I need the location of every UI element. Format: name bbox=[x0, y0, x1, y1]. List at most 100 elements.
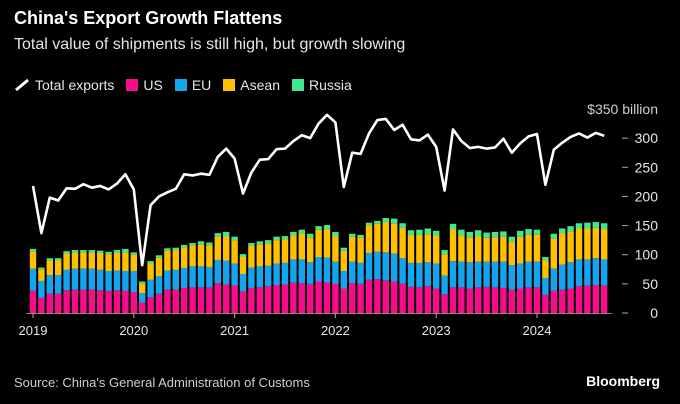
legend: Total exports US EU Asean Russia bbox=[14, 77, 352, 93]
bar-asean bbox=[214, 236, 221, 260]
bar-us bbox=[239, 291, 247, 313]
x-tick-label: 2023 bbox=[422, 323, 451, 338]
bar-asean bbox=[323, 229, 331, 258]
bar-russia bbox=[433, 230, 440, 236]
bar-asean bbox=[592, 227, 599, 259]
chart-subtitle: Total value of shipments is still high, … bbox=[14, 36, 406, 53]
bar-russia bbox=[323, 224, 331, 230]
bar-russia bbox=[357, 234, 364, 238]
bar-russia bbox=[441, 250, 448, 255]
bar-eu bbox=[550, 268, 557, 291]
bar-asean bbox=[399, 227, 406, 259]
bar-us bbox=[206, 287, 213, 313]
bar-russia bbox=[550, 233, 557, 239]
bar-asean bbox=[391, 223, 398, 254]
bar-eu bbox=[105, 271, 112, 291]
x-tick-label: 2024 bbox=[523, 323, 552, 338]
bar-asean bbox=[256, 244, 263, 267]
bar-asean bbox=[223, 236, 230, 261]
bar-us bbox=[433, 288, 440, 313]
bar-russia bbox=[567, 226, 574, 232]
bar-us bbox=[189, 287, 196, 313]
bar-eu bbox=[458, 261, 465, 288]
bar-us bbox=[517, 288, 524, 313]
bar-asean bbox=[38, 269, 45, 281]
bar-asean bbox=[273, 240, 280, 264]
bar-eu bbox=[155, 276, 163, 294]
bar-eu bbox=[332, 261, 339, 284]
bar-asean bbox=[533, 234, 541, 262]
bar-us bbox=[181, 287, 188, 313]
bar-russia bbox=[340, 247, 347, 251]
bar-russia bbox=[147, 261, 154, 264]
bar-asean bbox=[575, 228, 583, 260]
bar-asean bbox=[441, 254, 448, 276]
bar-eu bbox=[46, 275, 53, 294]
bar-eu bbox=[559, 264, 566, 290]
bar-asean bbox=[349, 236, 356, 262]
bar-eu bbox=[248, 267, 255, 288]
bar-russia bbox=[223, 231, 230, 237]
bar-asean bbox=[407, 234, 415, 263]
bar-eu bbox=[407, 262, 415, 287]
bar-eu bbox=[29, 268, 37, 291]
bar-us bbox=[500, 287, 507, 313]
bar-us bbox=[441, 294, 448, 313]
bar-russia bbox=[206, 242, 213, 246]
bar-eu bbox=[55, 275, 62, 294]
bar-asean bbox=[449, 229, 457, 262]
legend-item-russia: Russia bbox=[291, 77, 352, 93]
legend-item-total: Total exports bbox=[14, 77, 114, 93]
bar-eu bbox=[113, 270, 121, 291]
bar-us bbox=[88, 289, 95, 313]
bar-eu bbox=[290, 259, 297, 283]
bar-asean bbox=[46, 260, 53, 276]
bar-us bbox=[231, 285, 238, 313]
bar-russia bbox=[71, 250, 79, 253]
bar-us bbox=[38, 297, 45, 313]
bar-us bbox=[458, 287, 465, 313]
bar-russia bbox=[407, 230, 415, 235]
bar-eu bbox=[424, 262, 431, 287]
bar-us bbox=[46, 293, 53, 313]
legend-label: EU bbox=[191, 77, 212, 93]
bar-asean bbox=[382, 222, 389, 253]
bar-us bbox=[71, 289, 79, 313]
bar-us bbox=[567, 288, 574, 313]
x-tick-label: 2022 bbox=[321, 323, 350, 338]
bar-eu bbox=[265, 265, 272, 287]
bar-eu bbox=[130, 271, 137, 293]
bar-russia bbox=[290, 231, 297, 236]
bar-asean bbox=[248, 245, 255, 268]
unit-label: $350 billion bbox=[587, 101, 658, 117]
bar-eu bbox=[164, 270, 171, 290]
bar-russia bbox=[517, 230, 524, 237]
bar-eu bbox=[281, 262, 289, 285]
bar-asean bbox=[508, 241, 515, 266]
bar-eu bbox=[349, 261, 356, 284]
bar-russia bbox=[500, 231, 507, 237]
legend-label: Russia bbox=[308, 77, 352, 93]
bar-us bbox=[29, 290, 37, 313]
bloomberg-logo: Bloomberg bbox=[586, 373, 660, 389]
bar-eu bbox=[483, 261, 490, 287]
bar-us bbox=[256, 287, 263, 313]
bar-russia bbox=[80, 250, 87, 253]
legend-item-us: US bbox=[126, 77, 163, 93]
bar-eu bbox=[508, 265, 515, 290]
y-tick-label: 200 bbox=[635, 188, 659, 204]
bar-eu bbox=[172, 269, 179, 290]
bar-asean bbox=[483, 237, 490, 262]
x-tick-label: 2019 bbox=[19, 323, 48, 338]
bar-eu bbox=[340, 271, 347, 289]
bar-eu bbox=[416, 262, 423, 288]
bar-us bbox=[483, 286, 490, 313]
bar-eu bbox=[525, 261, 532, 288]
y-tick-label: 250 bbox=[635, 159, 659, 175]
bar-asean bbox=[290, 235, 297, 260]
bar-asean bbox=[164, 250, 171, 271]
bar-russia bbox=[46, 258, 53, 261]
bar-russia bbox=[559, 228, 566, 234]
bar-russia bbox=[533, 229, 541, 235]
bar-asean bbox=[542, 260, 549, 279]
